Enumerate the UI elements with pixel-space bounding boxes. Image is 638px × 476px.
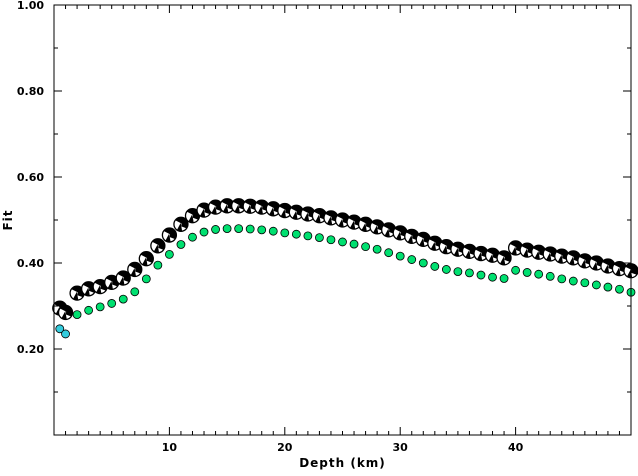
- green-point: [395, 251, 405, 261]
- green-point: [384, 248, 394, 258]
- green-point: [418, 258, 428, 268]
- green-point: [407, 255, 417, 264]
- green-point: [153, 260, 163, 270]
- green-point: [615, 284, 624, 294]
- green-point: [280, 228, 290, 238]
- green-point: [107, 299, 117, 308]
- x-tick-label: 10: [162, 441, 178, 454]
- green-point: [603, 282, 613, 292]
- green-point: [361, 242, 370, 252]
- mechanism-marker: [277, 202, 293, 219]
- green-point: [164, 249, 174, 259]
- green-point: [453, 267, 463, 277]
- mechanism-marker: [230, 198, 247, 214]
- mechanism-marker: [381, 222, 397, 238]
- green-point: [118, 294, 128, 304]
- mechanism-marker: [207, 199, 224, 215]
- mechanism-marker: [438, 239, 455, 255]
- green-point: [441, 265, 451, 274]
- green-point: [372, 244, 382, 254]
- mechanism-marker: [173, 216, 189, 232]
- mechanism-marker: [219, 198, 235, 214]
- mechanism-marker: [138, 251, 154, 267]
- y-tick-label: 0.60: [17, 171, 44, 184]
- x-axis-label: Depth (km): [299, 456, 386, 470]
- mechanism-marker: [242, 198, 258, 214]
- green-point: [488, 272, 497, 282]
- chart-axes: 10 20 30 40 0.20 0.40 0.60 0.80 1.00: [17, 0, 631, 454]
- green-point: [511, 265, 520, 275]
- green-point: [326, 235, 336, 245]
- green-point: [476, 270, 486, 280]
- mechanism-marker: [392, 225, 408, 241]
- green-point: [465, 268, 474, 278]
- green-point: [338, 237, 347, 247]
- mechanism-marker: [115, 270, 131, 286]
- green-point: [580, 278, 590, 288]
- x-tick-label: 30: [393, 441, 409, 454]
- green-point: [291, 229, 301, 239]
- cyan-point: [61, 329, 70, 339]
- green-point: [211, 225, 220, 234]
- green-point: [245, 224, 255, 234]
- mechanism-marker: [161, 227, 178, 243]
- mechanism-marker: [92, 278, 108, 295]
- green-point: [303, 231, 313, 241]
- mechanism-marker: [461, 243, 478, 260]
- mechanism-marker: [57, 304, 74, 321]
- green-point: [188, 232, 197, 242]
- green-point: [72, 310, 82, 320]
- green-point: [234, 224, 244, 234]
- green-point: [95, 302, 105, 312]
- cyan-point: [55, 324, 65, 334]
- green-point: [176, 240, 186, 249]
- mechanism-marker: [531, 244, 547, 260]
- mechanism-marker: [80, 281, 97, 297]
- green-point: [591, 280, 601, 290]
- mechanism-marker: [150, 238, 166, 254]
- green-point: [268, 226, 278, 236]
- x-tick-label: 40: [508, 441, 524, 454]
- green-point: [130, 287, 140, 297]
- mechanism-marker: [196, 202, 212, 218]
- mechanism-marker: [496, 250, 512, 266]
- green-point: [199, 227, 209, 237]
- y-tick-label: 0.80: [17, 85, 44, 98]
- y-tick-label: 0.20: [17, 343, 44, 356]
- mechanism-marker: [357, 216, 374, 232]
- green-point: [257, 225, 267, 235]
- green-point: [534, 269, 544, 279]
- mechanism-marker: [415, 231, 431, 248]
- y-tick-label: 0.40: [17, 257, 44, 270]
- x-tick-label: 20: [277, 441, 293, 454]
- mechanism-marker: [554, 248, 570, 264]
- green-point: [557, 274, 567, 284]
- mechanism-marker: [450, 241, 466, 257]
- green-point: [430, 262, 440, 271]
- mechanism-marker: [427, 235, 443, 251]
- green-point: [545, 271, 555, 281]
- y-axis-label: Fit: [1, 209, 15, 230]
- green-point: [141, 274, 151, 284]
- mechanism-marker: [577, 253, 593, 269]
- mechanism-marker: [334, 212, 351, 228]
- mechanism-marker: [484, 247, 501, 263]
- green-point: [349, 239, 359, 249]
- green-point: [315, 233, 324, 243]
- green-point: [522, 268, 532, 277]
- mechanism-marker: [323, 210, 339, 226]
- chart-marks: [52, 198, 638, 339]
- green-point: [222, 224, 232, 234]
- mechanism-marker: [519, 242, 535, 258]
- mechanism-marker: [127, 261, 143, 278]
- mechanism-marker: [473, 245, 489, 262]
- green-point: [568, 276, 578, 286]
- green-point: [84, 305, 94, 315]
- mechanism-marker: [600, 258, 616, 274]
- y-tick-label: 1.00: [17, 0, 44, 12]
- mechanism-marker: [265, 201, 281, 217]
- green-point: [499, 274, 509, 283]
